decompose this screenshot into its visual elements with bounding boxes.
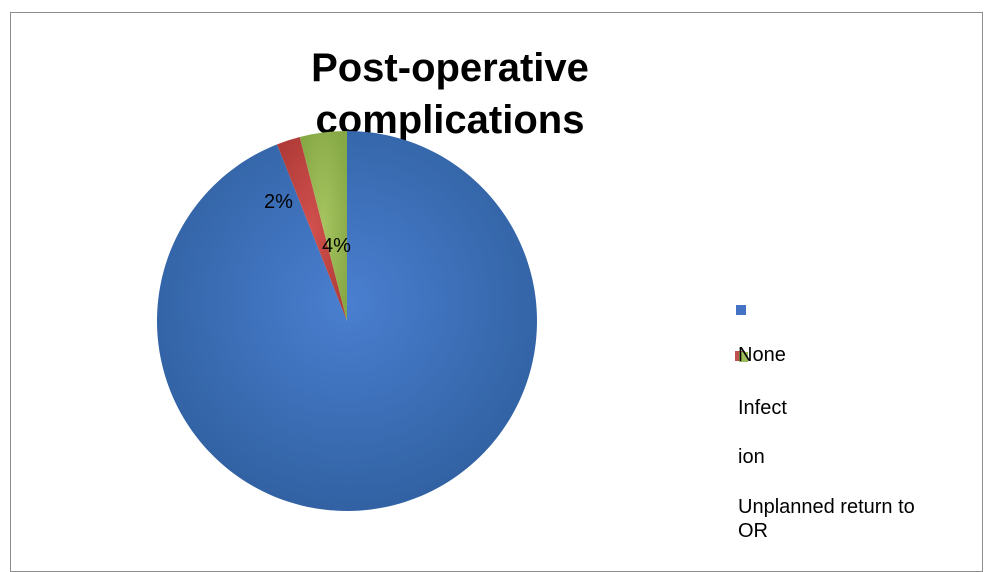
data-label-return-to-or: 4% bbox=[322, 235, 351, 257]
legend-label-infection-part2: ion bbox=[738, 446, 765, 468]
pie-chart: 2% 4% bbox=[156, 131, 537, 511]
legend-label-return-part1: Unplanned return to bbox=[738, 496, 915, 518]
pie-slice-infection bbox=[277, 136, 347, 321]
legend-label-infection-part1: Infect bbox=[738, 397, 787, 419]
pie-slice-none bbox=[156, 131, 537, 511]
legend-swatch-return-to-or bbox=[739, 352, 748, 362]
pie-slice-return-to-or bbox=[299, 131, 347, 321]
data-label-infection: 2% bbox=[264, 191, 293, 213]
legend-swatch-none bbox=[736, 305, 746, 315]
legend-label-none: None bbox=[738, 344, 786, 366]
legend-label-return-part2: OR bbox=[738, 520, 768, 542]
